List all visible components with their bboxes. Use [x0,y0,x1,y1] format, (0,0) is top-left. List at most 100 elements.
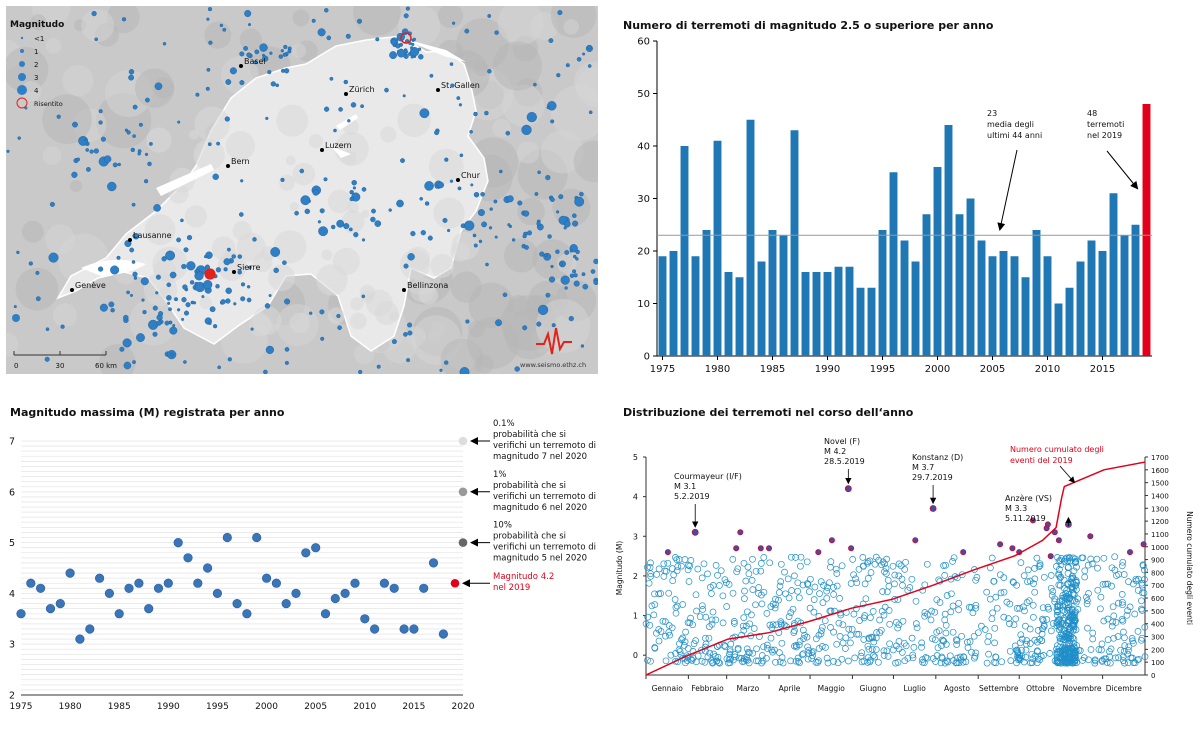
event-circle [1061,585,1068,592]
event-circle [1036,560,1044,568]
event-circle [709,659,716,667]
event-circle [781,568,788,576]
event-circle [889,646,897,654]
event-circle [1074,595,1082,603]
event-circle [1138,597,1145,605]
felt-event [1047,553,1054,560]
event-circle [816,590,823,597]
event-circle [864,659,871,666]
event-circle [776,582,784,590]
bar [1032,230,1041,356]
event-circle [938,654,946,662]
event-circle [822,644,829,651]
event-circle [1114,633,1122,640]
event-circle [681,638,689,646]
x-tick-label: 2005 [980,364,1005,375]
event-circle [872,553,880,561]
event-circle [678,636,685,643]
relief-shade [62,65,94,97]
seismic-event [376,364,381,369]
x-tick-label: 2020 [452,702,475,712]
event-circle [745,570,753,578]
event-circle [875,658,882,666]
seismic-event [358,369,363,375]
seismic-event [485,262,489,267]
event-circle [1134,628,1142,635]
seismic-event [473,111,478,117]
seismic-event [132,271,138,277]
felt-event [1029,517,1036,524]
y2-tick-label: 1700 [1151,454,1169,462]
y2-tick-label: 100 [1151,659,1164,667]
relief-shade [42,94,92,145]
seismic-event [318,226,328,237]
event-circle [823,584,831,591]
data-point [35,583,46,593]
data-point [183,553,193,563]
seismic-event [140,277,149,286]
seismic-event [268,294,272,298]
seismic-event [593,258,599,265]
event-circle [752,567,760,575]
data-point [360,614,370,624]
mean-annotation: ultimi 44 anni [987,131,1042,140]
event-circle [869,634,876,642]
event-circle [1072,557,1079,565]
magnitude-chart-svg: 2 3 4 5 6 7 1975 1980 1985 1990 1995 2000 2005 2010 20… [9,419,596,712]
legend-felt-symbol [16,97,28,109]
relief-shade [45,224,76,255]
event-circle [824,659,832,667]
seismic-event [152,331,158,337]
event-circle [749,555,756,563]
event-circle [1084,597,1091,604]
y-tick-label: 30 [637,194,650,205]
relief-shade [3,46,49,93]
bar [900,240,909,356]
event-circle [1055,616,1062,624]
seismic-event [550,119,555,124]
felt-event [765,545,772,552]
event-circle [651,644,659,652]
seismic-event [154,82,163,91]
event-circle [1055,557,1063,565]
event-circle [648,602,656,610]
bar [1076,261,1085,356]
event-circle [1063,641,1070,649]
event-circle [805,646,813,654]
event-circle [1088,560,1096,568]
event-circle [998,658,1006,666]
event-circle [714,653,722,661]
seismic-event [254,49,260,55]
event-circle [974,629,982,637]
seismic-event [168,307,172,312]
event-circle [688,657,696,664]
seismic-event [419,108,430,119]
event-circle [941,616,949,624]
seismic-event [360,104,364,109]
event-circle [690,640,698,647]
event-circle [676,648,684,655]
felt-event [1087,533,1094,540]
event-circle [942,621,950,629]
event-circle [727,640,735,648]
event-circle [674,563,682,570]
event-circle [806,588,813,595]
seismic-event [282,260,287,266]
event-circle [1132,577,1140,585]
seismic-event [375,37,380,42]
seismic-event [72,121,78,128]
seismic-event [117,162,121,167]
legend-label: 4 [34,87,39,95]
seismic-event [183,247,189,253]
event-circle [777,578,785,585]
event-circle [670,571,678,579]
event-circle [856,617,863,624]
bar [933,167,942,356]
bar [691,256,700,356]
event-circle [734,565,742,573]
event-circle [760,554,768,561]
scale-label: 0 [14,362,18,370]
data-point [271,578,282,588]
cumulative-curve [645,461,1146,676]
data-point [75,634,85,644]
